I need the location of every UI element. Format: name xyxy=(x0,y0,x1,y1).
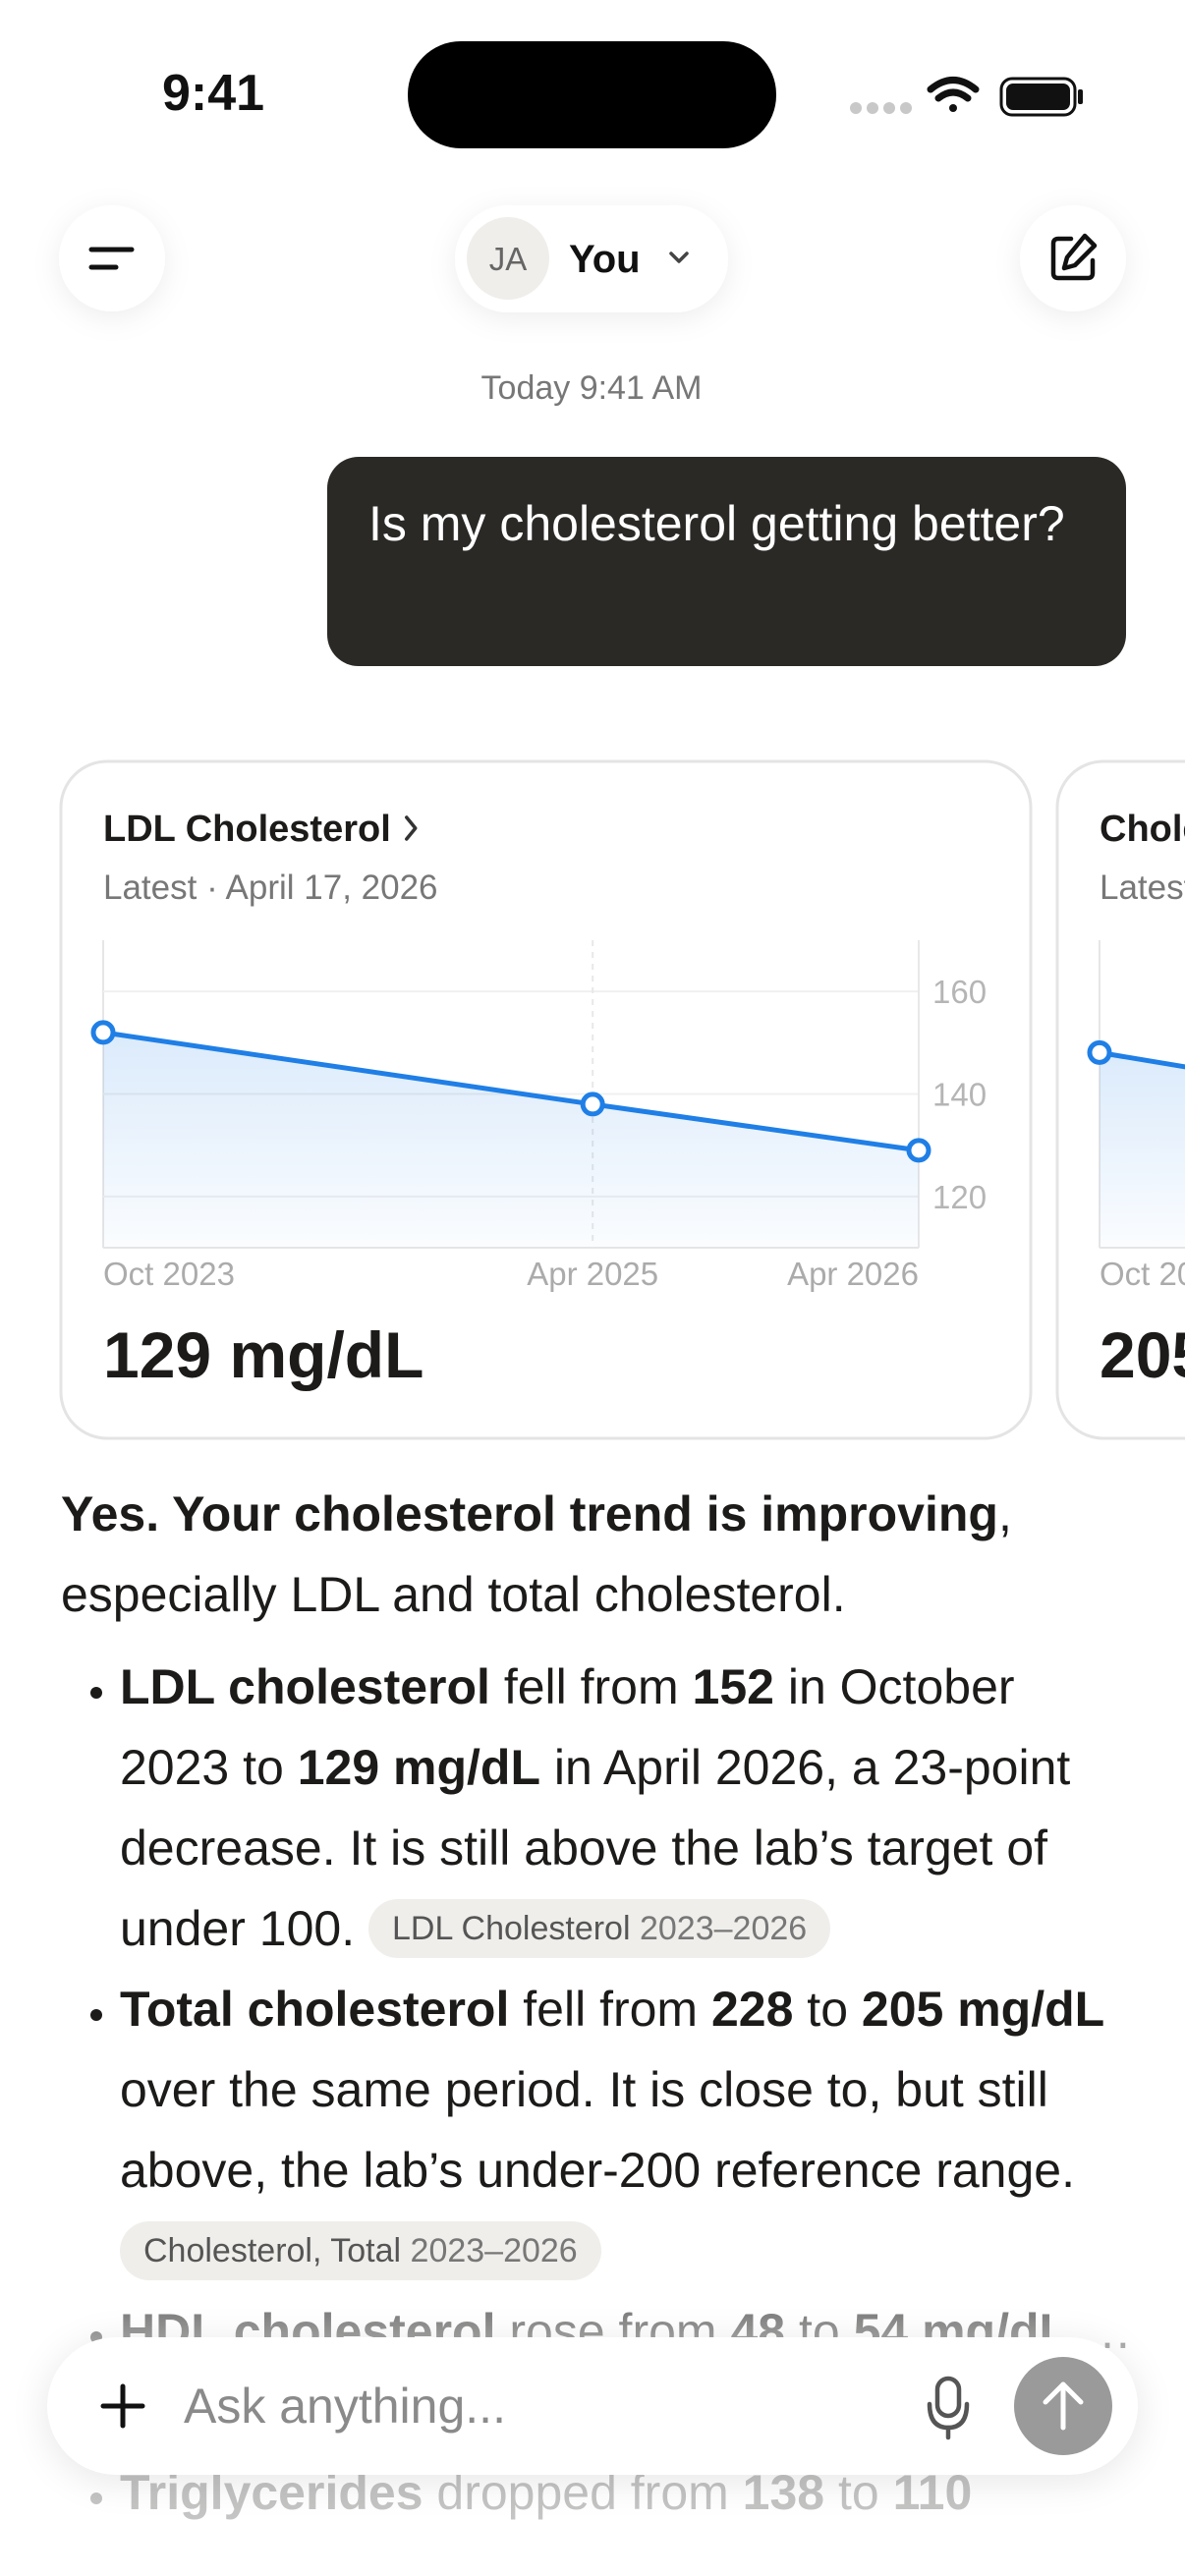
bold-text: 228 xyxy=(710,1982,794,2037)
bold-text: 152 xyxy=(692,1659,774,1714)
signal xyxy=(850,102,912,114)
user-name: You xyxy=(569,238,641,281)
cards: LDL Cholesterol Latest · April 17, 2026 12… xyxy=(59,759,1185,1440)
card-title: LDL Cholesterol xyxy=(103,809,391,850)
bold-text: LDL cholesterol xyxy=(120,1659,490,1714)
battery xyxy=(999,77,1083,117)
card-value: 205 mg/dL xyxy=(1100,1318,1185,1391)
area xyxy=(103,1032,919,1248)
avatar-initials: JA xyxy=(489,241,528,277)
source-chip[interactable]: Cholesterol, Total 2023–2026 xyxy=(120,2220,601,2280)
bullet: LDL cholesterol fell from 152 in October… xyxy=(120,1647,1132,1969)
plus-button[interactable] xyxy=(100,2383,145,2429)
top-area: 9:41 JA You Today 9:41 AM Is my choleste… xyxy=(59,41,1185,1440)
menu-button[interactable] xyxy=(59,205,165,311)
x-tick-label: Apr 2026 xyxy=(787,1256,919,1292)
card-value: 129 mg/dL xyxy=(103,1318,423,1391)
card-chevron xyxy=(405,815,418,841)
text: to xyxy=(793,1982,862,2037)
new-chat-button[interactable] xyxy=(1020,205,1126,311)
mic-button[interactable] xyxy=(927,2376,970,2440)
send-icon xyxy=(1043,2381,1084,2431)
chip-years: 2023–2026 xyxy=(410,2231,578,2269)
bold-text: 129 mg/dL xyxy=(297,1740,541,1795)
status-time: 9:41 xyxy=(162,65,264,122)
y-tick-label: 160 xyxy=(932,974,987,1010)
intro: Yes. Your cholesterol trend is improving… xyxy=(61,1474,1132,1635)
card-subtitle: Latest · April 17, 2026 xyxy=(103,868,438,907)
area xyxy=(1100,1052,1185,1248)
composer-icons xyxy=(100,2357,1112,2455)
bullet: Total cholesterol fell from 228 to 205 m… xyxy=(120,1969,1132,2291)
wifi xyxy=(927,77,980,112)
avatar xyxy=(467,217,549,300)
bold-text: Yes. Your cholesterol trend is improving xyxy=(61,1486,998,1541)
point xyxy=(580,1092,605,1117)
chevron xyxy=(669,252,689,263)
y-tick-label: 120 xyxy=(932,1179,987,1215)
text: fell from xyxy=(509,1982,711,2037)
text: , especially LDL and total cholesterol. xyxy=(61,1486,1012,1622)
x-tick-label: Apr 2025 xyxy=(527,1256,658,1292)
card-subtitle: Latest · April 17, 2026 xyxy=(1100,868,1185,907)
point xyxy=(906,1138,931,1163)
source-chip[interactable]: LDL Cholesterol 2023–2026 xyxy=(367,1898,831,1958)
menu-icon xyxy=(88,247,135,270)
x-tick-label: Oct 2023 xyxy=(103,1256,235,1292)
chip-name: Cholesterol, Total xyxy=(143,2231,402,2269)
x-tick-label: Oct 2023 xyxy=(1100,1256,1185,1292)
card[interactable]: Cholesterol, Total Latest · April 17, 202… xyxy=(1055,759,1185,1440)
chip-years: 2023–2026 xyxy=(639,1909,808,1947)
dynamic-island xyxy=(408,41,776,148)
chip-name: LDL Cholesterol xyxy=(391,1909,631,1947)
point xyxy=(90,1020,116,1045)
user-message xyxy=(327,457,1126,666)
composer: Ask anything... xyxy=(47,2337,1138,2475)
text: in April 2026, a 23-point decrease. It i… xyxy=(120,1740,1071,1956)
composer-placeholder[interactable]: Ask anything... xyxy=(184,2379,506,2434)
edit-icon xyxy=(1050,233,1098,281)
text: in October 2023 to xyxy=(120,1659,1015,1795)
card[interactable]: LDL Cholesterol Latest · April 17, 2026 12… xyxy=(59,759,1033,1440)
timestamp: Today 9:41 AM xyxy=(481,369,703,407)
text: fell from xyxy=(489,1659,693,1714)
text: over the same period. It is close to, bu… xyxy=(120,2062,1075,2198)
y-tick-label: 140 xyxy=(932,1077,987,1113)
card-title: Cholesterol, Total xyxy=(1100,809,1185,850)
user-message-box: Is my cholesterol getting better? xyxy=(368,496,1065,551)
bold-text: 205 mg/dL xyxy=(861,1982,1105,2037)
point xyxy=(1087,1039,1112,1065)
user-message-text: Is my cholesterol getting better? xyxy=(368,496,1065,551)
bold-text: Total cholesterol xyxy=(120,1982,510,2037)
